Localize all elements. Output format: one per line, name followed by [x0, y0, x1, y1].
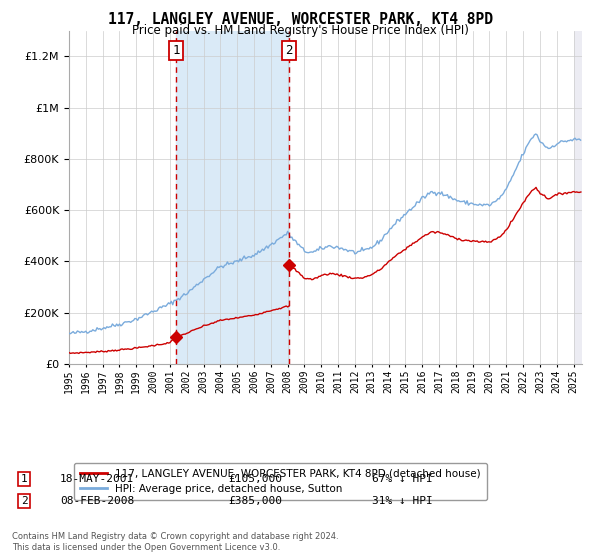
Text: 1: 1: [172, 44, 180, 57]
Text: 2: 2: [20, 496, 28, 506]
Text: £105,000: £105,000: [228, 474, 282, 484]
Text: 117, LANGLEY AVENUE, WORCESTER PARK, KT4 8PD: 117, LANGLEY AVENUE, WORCESTER PARK, KT4…: [107, 12, 493, 27]
Text: £385,000: £385,000: [228, 496, 282, 506]
Text: Price paid vs. HM Land Registry's House Price Index (HPI): Price paid vs. HM Land Registry's House …: [131, 24, 469, 36]
Text: 08-FEB-2008: 08-FEB-2008: [60, 496, 134, 506]
Text: 67% ↓ HPI: 67% ↓ HPI: [372, 474, 433, 484]
Text: Contains HM Land Registry data © Crown copyright and database right 2024.
This d: Contains HM Land Registry data © Crown c…: [12, 532, 338, 552]
Text: 18-MAY-2001: 18-MAY-2001: [60, 474, 134, 484]
Bar: [574, 31, 582, 364]
Text: 2: 2: [286, 44, 293, 57]
Text: 31% ↓ HPI: 31% ↓ HPI: [372, 496, 433, 506]
Text: 1: 1: [20, 474, 28, 484]
Bar: [176, 31, 289, 364]
Legend: 117, LANGLEY AVENUE, WORCESTER PARK, KT4 8PD (detached house), HPI: Average pric: 117, LANGLEY AVENUE, WORCESTER PARK, KT4…: [74, 463, 487, 500]
